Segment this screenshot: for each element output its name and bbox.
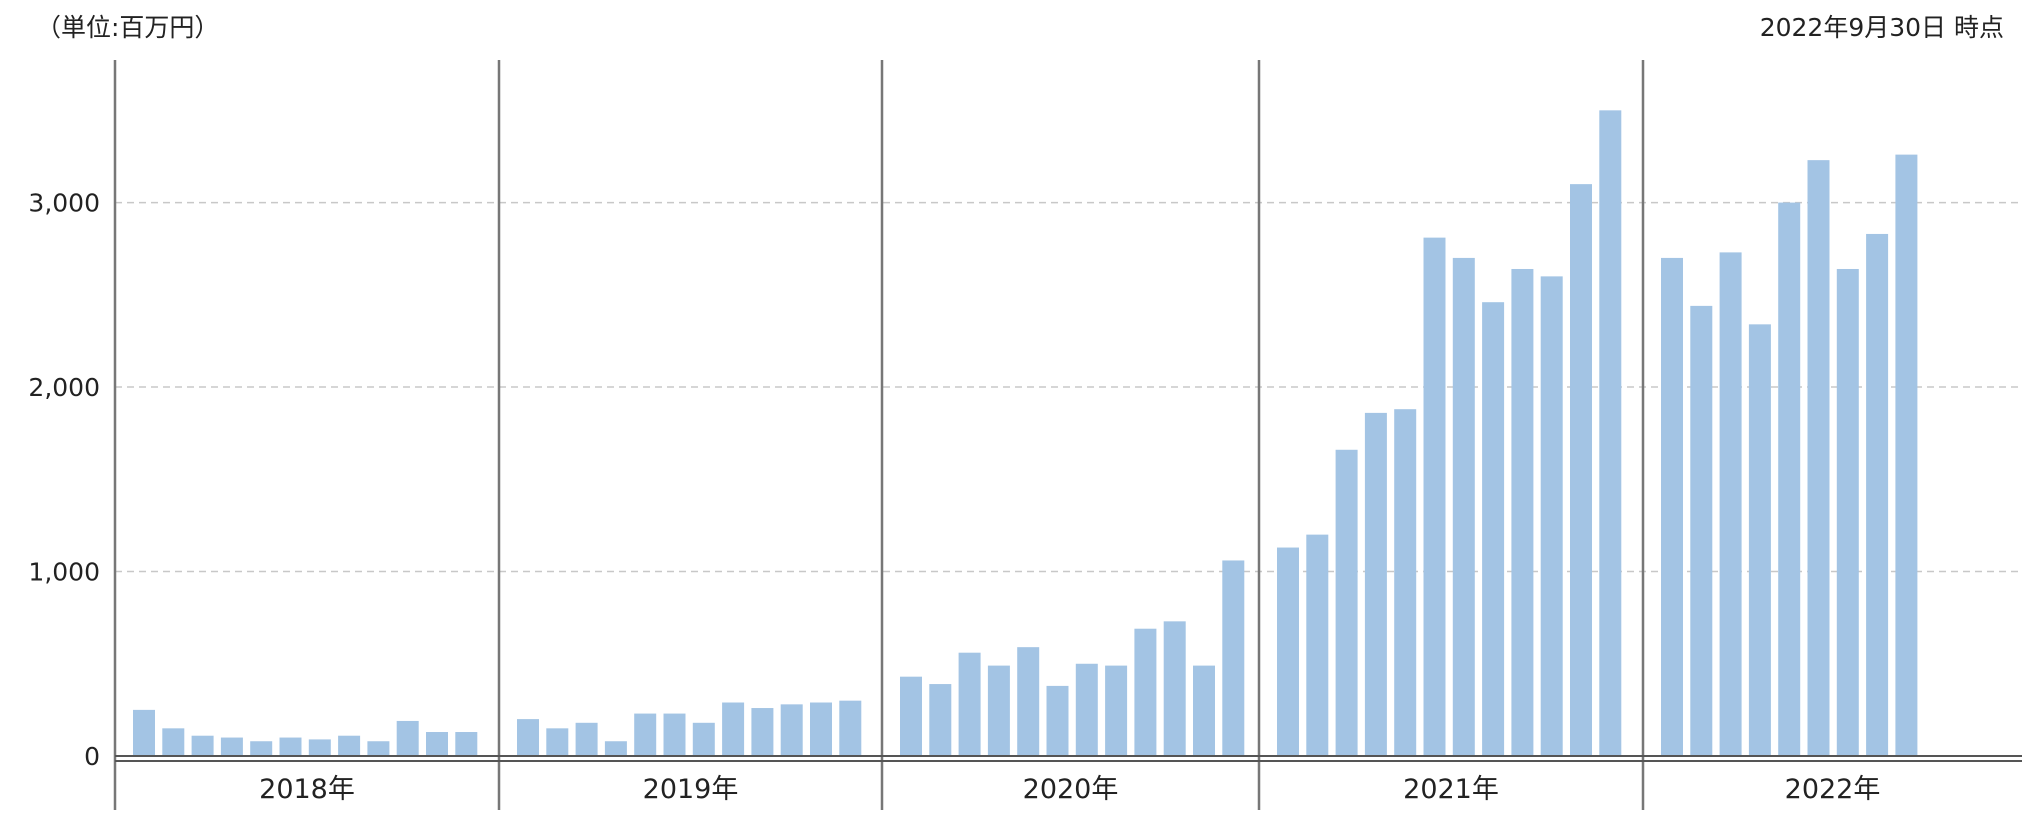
- bar-2020年-9: [1134, 628, 1157, 756]
- bar-2022年-6: [1807, 160, 1830, 756]
- bar-2022年-9: [1895, 154, 1918, 756]
- bar-2020年-2: [929, 684, 952, 756]
- bar-2022年-5: [1778, 202, 1801, 756]
- bar-2019年-3: [575, 722, 598, 756]
- bar-2018年-9: [367, 741, 390, 756]
- y-tick-labels: 0 1,000 2,000 3,000: [28, 189, 100, 771]
- bar-2018年-8: [338, 735, 361, 756]
- bar-2019年-7: [692, 722, 715, 756]
- year-labels: 2018年 2019年 2020年 2021年 2022年: [259, 774, 1880, 805]
- year-separators: [113, 60, 1645, 810]
- bar-2018年-5: [250, 741, 273, 756]
- bar-2019年-12: [839, 700, 862, 756]
- bar-2022年-8: [1866, 233, 1889, 757]
- bar-2022年-1: [1661, 257, 1683, 756]
- bar-2019年-6: [663, 713, 686, 756]
- bar-2021年-2: [1306, 534, 1329, 756]
- bar-2021年-12: [1599, 110, 1622, 756]
- bar-2019年-8: [722, 702, 745, 756]
- bars: [133, 110, 1918, 757]
- bar-2021年-4: [1364, 412, 1387, 756]
- bar-2022年-3: [1719, 252, 1742, 756]
- bar-2019年-4: [604, 741, 627, 756]
- bar-2021年-10: [1540, 276, 1563, 756]
- bar-2019年-9: [751, 708, 774, 756]
- bar-2021年-5: [1394, 409, 1417, 756]
- bar-2018年-4: [220, 737, 243, 756]
- bar-2020年-6: [1046, 685, 1069, 756]
- year-label-2018年: 2018年: [259, 774, 355, 805]
- bar-2020年-8: [1105, 665, 1128, 756]
- bar-2020年-1: [900, 676, 922, 756]
- bar-2021年-11: [1570, 184, 1592, 756]
- bar-2021年-8: [1482, 302, 1505, 756]
- bar-2019年-11: [810, 702, 832, 756]
- bar-2020年-4: [987, 665, 1010, 756]
- bar-2021年-7: [1452, 257, 1475, 756]
- y-tick-label: 3,000: [28, 189, 100, 218]
- bar-2019年-5: [634, 713, 657, 756]
- bar-2021年-1: [1277, 547, 1299, 756]
- bar-2018年-7: [308, 739, 331, 756]
- bar-2019年-1: [517, 719, 539, 756]
- bar-2020年-3: [958, 652, 981, 756]
- as-of-date-label: 2022年9月30日 時点: [1759, 13, 2004, 42]
- bar-2020年-10: [1163, 621, 1186, 756]
- bar-2021年-9: [1511, 268, 1534, 756]
- bar-2020年-12: [1222, 560, 1245, 756]
- unit-label: （単位:百万円）: [36, 13, 220, 42]
- y-tick-label: 1,000: [28, 558, 100, 587]
- bar-2018年-3: [191, 735, 214, 756]
- bar-2020年-11: [1193, 665, 1215, 756]
- axes: [115, 755, 2022, 762]
- bar-2020年-5: [1017, 647, 1040, 756]
- bar-2019年-10: [780, 704, 803, 756]
- bar-2018年-12: [455, 732, 478, 756]
- bar-2018年-2: [162, 728, 185, 756]
- bar-2018年-11: [426, 732, 448, 756]
- y-tick-label: 2,000: [28, 373, 100, 402]
- year-label-2020年: 2020年: [1023, 774, 1119, 805]
- bar-2018年-6: [279, 737, 302, 756]
- year-label-2019年: 2019年: [643, 774, 739, 805]
- bar-2022年-7: [1836, 268, 1859, 756]
- bar-2019年-2: [546, 728, 569, 756]
- year-label-2021年: 2021年: [1403, 774, 1499, 805]
- bar-2022年-4: [1748, 324, 1771, 756]
- bar-2018年-1: [133, 709, 155, 756]
- bar-2021年-6: [1423, 237, 1446, 756]
- y-tick-label: 0: [84, 742, 100, 771]
- bar-2020年-7: [1075, 663, 1098, 756]
- bar-2021年-3: [1335, 449, 1358, 756]
- bar-2018年-10: [396, 720, 419, 756]
- bar-2022年-2: [1690, 305, 1713, 756]
- year-label-2022年: 2022年: [1785, 774, 1881, 805]
